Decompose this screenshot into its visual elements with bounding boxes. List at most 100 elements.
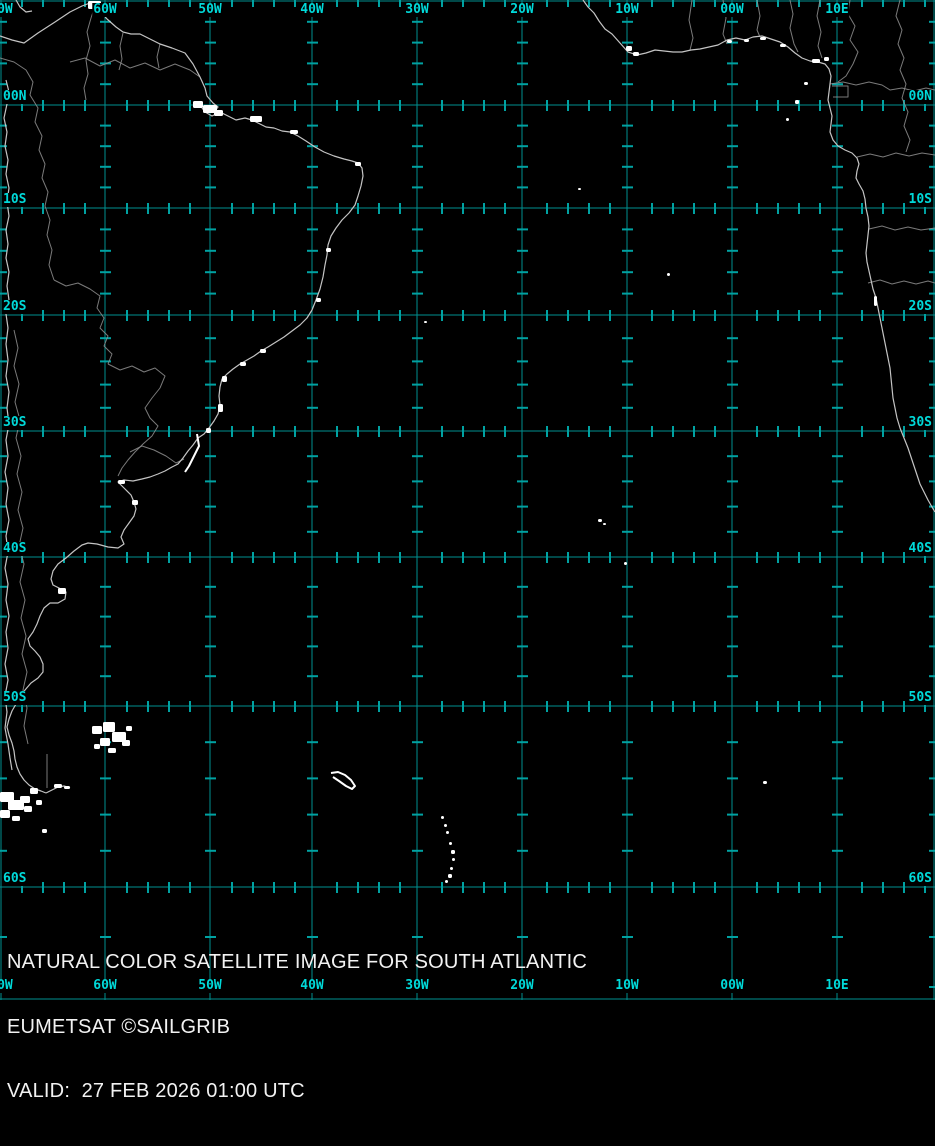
cloud-island-patch xyxy=(126,726,132,731)
cloud-island-patch xyxy=(355,162,361,166)
cloud-island-patch xyxy=(203,105,217,113)
country-border xyxy=(832,85,849,98)
country-border xyxy=(688,0,694,51)
lon-label-bottom: 50W xyxy=(197,978,223,993)
country-border xyxy=(53,279,113,365)
lat-label-left: 00N xyxy=(2,89,28,104)
lat-label-right: 40S xyxy=(907,541,933,556)
coastline xyxy=(0,2,364,794)
cloud-island-patch xyxy=(54,784,62,788)
country-border xyxy=(789,0,799,53)
lon-label-top: 70W xyxy=(0,3,14,17)
lat-label-left: 40S xyxy=(2,541,28,556)
cloud-island-patch xyxy=(450,867,453,870)
cloud-island-patch xyxy=(812,59,820,63)
lat-label-right: 10S xyxy=(907,192,933,207)
map-canvas xyxy=(0,0,935,1000)
cloud-island-patch xyxy=(250,116,262,122)
cloud-island-patch xyxy=(222,376,227,382)
caption-block: NATURAL COLOR SATELLITE IMAGE FOR SOUTH … xyxy=(7,909,587,1146)
lon-label-bottom: 20W xyxy=(509,978,535,993)
lon-label-bottom: 40W xyxy=(299,978,325,993)
lon-label-top: 00W xyxy=(719,2,745,17)
cloud-island-patch xyxy=(316,298,321,302)
cloud-island-patch xyxy=(444,824,447,827)
lat-label-right: 60S xyxy=(907,871,933,886)
lat-label-right: 20S xyxy=(907,299,933,314)
cloud-island-patch xyxy=(441,816,444,819)
cloud-island-patch xyxy=(598,519,602,522)
cloud-island-patch xyxy=(424,321,427,323)
cloud-island-patch xyxy=(451,850,455,854)
cloud-island-patch xyxy=(0,792,14,802)
country-border xyxy=(829,81,935,92)
country-border xyxy=(13,329,29,745)
cloud-island-patch xyxy=(112,732,126,742)
country-border xyxy=(868,225,935,231)
cloud-island-patch xyxy=(42,829,47,833)
country-border xyxy=(895,0,911,153)
cloud-island-patch xyxy=(780,44,786,47)
cloud-island-patch xyxy=(452,858,455,861)
country-border xyxy=(756,0,761,38)
cloud-island-patch xyxy=(824,57,829,61)
cloud-island-patch xyxy=(449,842,452,845)
coastline xyxy=(15,0,33,13)
coastline xyxy=(3,79,13,771)
cloud-island-patch xyxy=(795,100,799,104)
cloud-island-patch xyxy=(20,796,30,803)
country-border xyxy=(83,5,96,101)
cloud-island-patch xyxy=(624,562,627,565)
lat-label-left: 10S xyxy=(2,192,28,207)
cloud-island-patch xyxy=(12,816,20,821)
lat-label-left: 30S xyxy=(2,415,28,430)
lon-label-bottom: 10W xyxy=(614,978,640,993)
lon-label-bottom: 70W xyxy=(0,979,14,993)
cloud-island-patch xyxy=(0,810,10,818)
cloud-island-patch xyxy=(206,428,211,433)
caption-credit: EUMETSAT ©SAILGRIB xyxy=(7,1015,231,1038)
lon-label-top: 30W xyxy=(404,2,430,17)
cloud-island-patch xyxy=(132,500,138,505)
country-border xyxy=(156,43,161,69)
lat-label-left: 60S xyxy=(2,871,28,886)
cloud-island-patch xyxy=(92,726,102,734)
country-border xyxy=(867,279,935,285)
cloud-island-patch xyxy=(445,880,448,883)
cloud-island-patch xyxy=(874,296,877,306)
lat-label-right: 00N xyxy=(907,89,933,104)
cloud-island-patch xyxy=(760,37,766,40)
lat-label-left: 50S xyxy=(2,690,28,705)
cloud-island-patch xyxy=(100,738,110,746)
cloud-island-patch xyxy=(103,722,115,732)
lon-label-bottom: 10E xyxy=(824,978,850,993)
cloud-island-patch xyxy=(326,248,331,252)
lon-label-top: 40W xyxy=(299,2,325,17)
cloud-island-patch xyxy=(804,82,808,85)
lat-label-right: 50S xyxy=(907,690,933,705)
cloud-island-patch xyxy=(8,800,24,810)
cloud-island-patch xyxy=(118,480,125,484)
cloud-island-patch xyxy=(667,273,670,276)
map-stage: 70W 70W 60W 60W 50W 50W 40W 40W 30W 30W 20W 20W 10W 1… xyxy=(0,0,935,1102)
island-coast xyxy=(184,433,200,473)
cloud-island-patch xyxy=(744,39,749,42)
cloud-island-patch xyxy=(122,740,130,746)
cloud-island-patch xyxy=(193,101,203,108)
cloud-island-patch xyxy=(94,744,100,749)
cloud-island-patch xyxy=(214,110,223,116)
cloud-island-patch xyxy=(603,523,606,525)
caption-title: NATURAL COLOR SATELLITE IMAGE FOR SOUTH … xyxy=(7,951,588,973)
lon-label-top: 60W xyxy=(92,2,118,17)
cloud-island-patch xyxy=(30,788,38,794)
lon-label-bottom: 30W xyxy=(404,978,430,993)
cloud-island-patch xyxy=(578,188,581,190)
country-border xyxy=(69,57,201,78)
lat-label-right: 30S xyxy=(907,415,933,430)
cloud-island-patch xyxy=(260,349,266,353)
lon-label-top: 10W xyxy=(614,2,640,17)
country-border xyxy=(107,363,166,477)
cloud-island-patch xyxy=(633,52,639,56)
cloud-island-patch xyxy=(446,831,449,834)
country-border xyxy=(856,152,935,158)
